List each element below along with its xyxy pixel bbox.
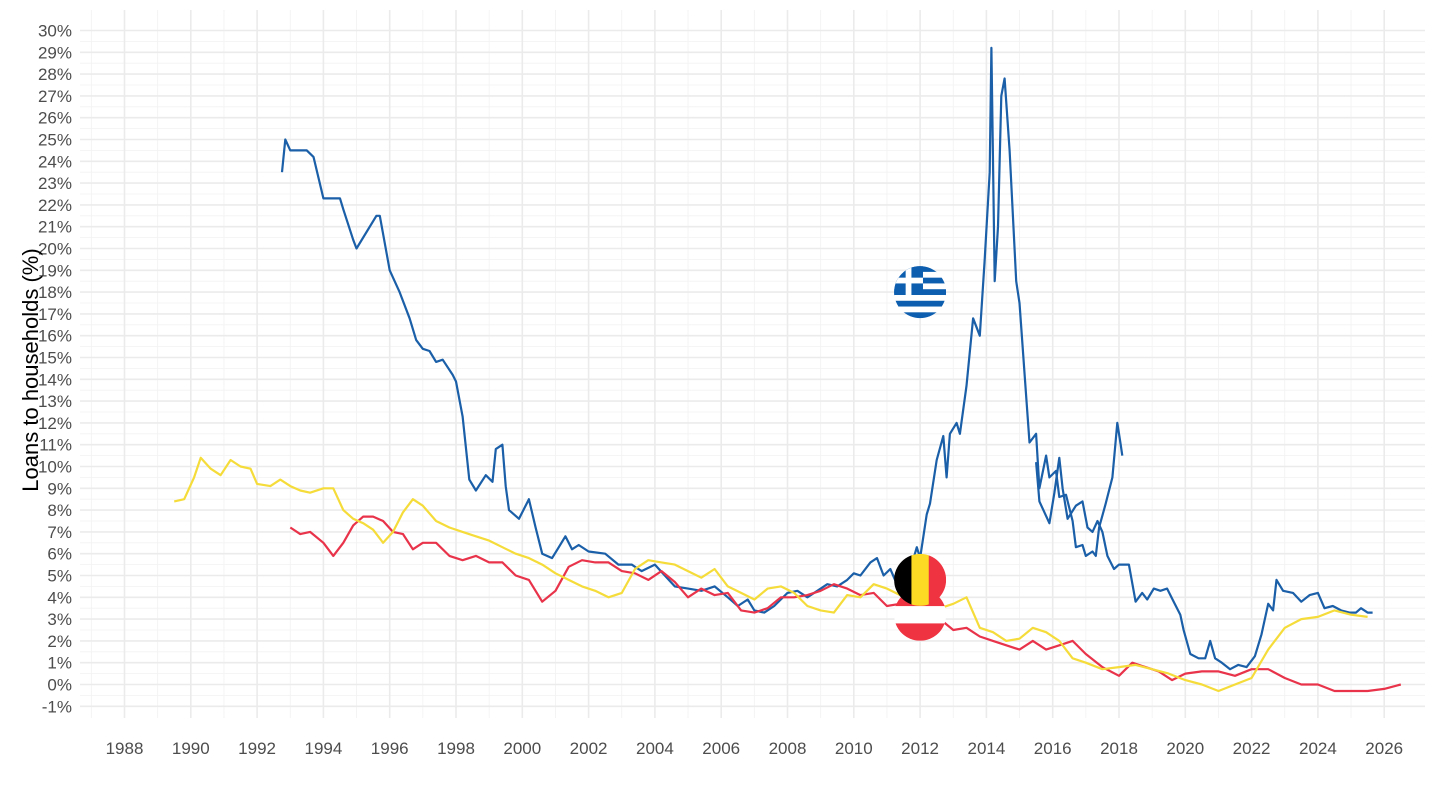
y-tick-label: 18% xyxy=(38,283,72,302)
x-tick-label: 2004 xyxy=(636,739,674,758)
belgium-flag-icon xyxy=(894,553,947,606)
y-tick-label: 11% xyxy=(39,436,72,455)
y-tick-label: 17% xyxy=(38,305,72,324)
y-tick-label: 29% xyxy=(38,43,72,62)
flag-markers xyxy=(894,266,947,641)
x-tick-label: 1988 xyxy=(106,739,144,758)
y-tick-label: 4% xyxy=(47,588,72,607)
y-tick-label: -1% xyxy=(42,697,72,716)
y-tick-label: 22% xyxy=(38,196,72,215)
y-tick-label: 5% xyxy=(47,567,72,586)
x-tick-label: 1990 xyxy=(172,739,210,758)
y-tick-label: 12% xyxy=(38,414,72,433)
y-tick-label: 14% xyxy=(38,370,72,389)
y-tick-label: 26% xyxy=(38,109,72,128)
y-tick-label: 16% xyxy=(38,327,72,346)
major-gridlines xyxy=(80,10,1425,718)
y-tick-label: 24% xyxy=(38,152,72,171)
y-tick-label: 9% xyxy=(47,479,72,498)
x-tick-label: 2002 xyxy=(570,739,608,758)
y-tick-label: 6% xyxy=(47,545,72,564)
y-tick-label: 1% xyxy=(47,654,72,673)
x-tick-label: 2000 xyxy=(503,739,541,758)
x-tick-labels: 1988 1990 1992 1994 1996 1998 2000 2002 2004 2006… xyxy=(106,739,1404,758)
x-tick-label: 2014 xyxy=(967,739,1005,758)
minor-gridlines xyxy=(80,10,1425,718)
y-tick-label: 10% xyxy=(38,458,72,477)
x-tick-label: 2012 xyxy=(901,739,939,758)
y-tick-label: 25% xyxy=(38,131,72,150)
austria-series-line xyxy=(289,515,1402,693)
x-tick-label: 2010 xyxy=(835,739,873,758)
x-tick-label: 2022 xyxy=(1233,739,1271,758)
y-tick-label: 23% xyxy=(38,174,72,193)
x-tick-label: 2026 xyxy=(1365,739,1403,758)
x-tick-label: 2020 xyxy=(1166,739,1204,758)
belgium-series-line xyxy=(173,456,1368,693)
y-tick-labels: -1% 0% 1% 2% 3% 4% 5% 6% 7% 8% 9% 10% 11% 12% 13% 14% 15… xyxy=(38,22,72,717)
y-tick-label: 28% xyxy=(38,65,72,84)
y-tick-label: 30% xyxy=(38,22,72,41)
x-tick-label: 2018 xyxy=(1100,739,1138,758)
greece-flag-icon xyxy=(894,266,947,319)
x-tick-label: 1994 xyxy=(304,739,342,758)
y-tick-label: 2% xyxy=(47,632,72,651)
y-tick-label: 8% xyxy=(47,501,72,520)
y-tick-label: 20% xyxy=(38,240,72,259)
greece-series-line xyxy=(1035,456,1373,671)
x-tick-label: 2016 xyxy=(1034,739,1072,758)
x-tick-label: 1998 xyxy=(437,739,475,758)
y-tick-label: 27% xyxy=(38,87,72,106)
x-tick-label: 2008 xyxy=(769,739,807,758)
y-tick-label: 3% xyxy=(47,610,72,629)
x-tick-label: 1992 xyxy=(238,739,276,758)
y-tick-label: 7% xyxy=(47,523,72,542)
y-tick-label: 13% xyxy=(38,392,72,411)
y-tick-label: 15% xyxy=(38,349,72,368)
series-lines xyxy=(173,46,1402,693)
y-axis-title: Loans to households (%) xyxy=(18,248,43,491)
y-tick-label: 0% xyxy=(47,676,72,695)
y-tick-label: 19% xyxy=(38,261,72,280)
x-tick-label: 1996 xyxy=(371,739,409,758)
greece-series-line xyxy=(280,46,1124,614)
y-tick-label: 21% xyxy=(38,218,72,237)
x-tick-label: 2024 xyxy=(1299,739,1337,758)
x-tick-label: 2006 xyxy=(702,739,740,758)
